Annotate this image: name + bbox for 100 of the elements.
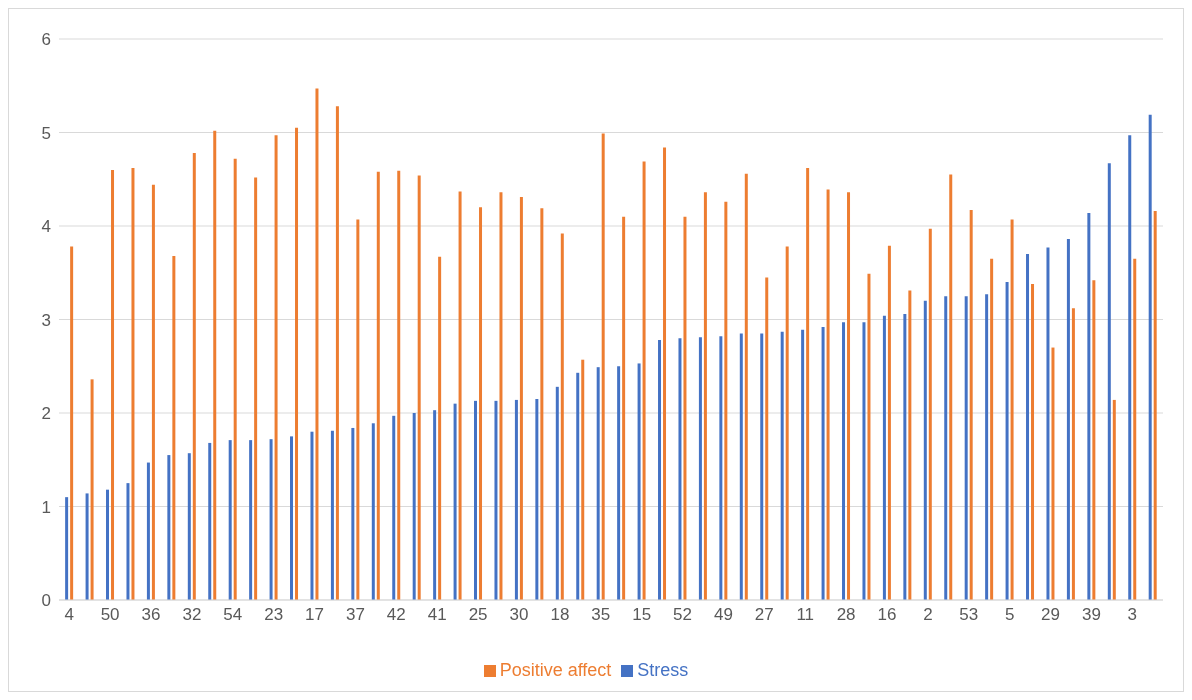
x-tick-label: 28 <box>836 605 856 625</box>
y-tick-label: 0 <box>41 591 51 611</box>
bar <box>637 363 641 600</box>
bar <box>1010 219 1014 600</box>
bar <box>985 294 989 600</box>
bar <box>842 322 846 600</box>
bar <box>882 315 886 600</box>
bar <box>908 290 912 600</box>
bar <box>887 245 891 600</box>
bar <box>494 400 498 600</box>
x-tick-label: 16 <box>877 605 897 625</box>
bar <box>801 329 805 600</box>
bar <box>703 192 707 600</box>
bar <box>1031 283 1035 600</box>
bar <box>617 366 621 600</box>
bar <box>65 497 69 600</box>
bar <box>658 340 662 600</box>
bar <box>392 415 396 600</box>
x-tick-label: 17 <box>305 605 325 625</box>
bar <box>780 331 784 600</box>
x-tick-label: 27 <box>754 605 774 625</box>
x-tick-label: 42 <box>386 605 406 625</box>
bar <box>167 455 171 600</box>
bar <box>1107 163 1111 600</box>
x-tick-label: 35 <box>591 605 611 625</box>
bar <box>453 403 457 600</box>
bar <box>1066 239 1070 600</box>
bar <box>678 338 682 600</box>
bar <box>622 216 626 600</box>
bar <box>821 326 825 600</box>
bar <box>474 400 478 600</box>
bar <box>106 489 110 600</box>
bar <box>330 430 334 600</box>
bar <box>151 184 155 600</box>
bar <box>228 440 232 600</box>
bar <box>146 462 150 600</box>
bar <box>581 359 585 600</box>
bar <box>85 493 89 600</box>
bar <box>458 191 462 600</box>
bar <box>535 398 539 600</box>
bar <box>944 296 948 600</box>
bar <box>519 197 523 600</box>
bar <box>351 427 355 600</box>
bar <box>576 372 580 600</box>
bar <box>499 192 503 600</box>
bar <box>131 168 135 600</box>
bar <box>249 440 253 600</box>
bar <box>111 169 115 600</box>
x-tick-label: 54 <box>223 605 243 625</box>
bar <box>213 130 217 600</box>
x-tick-label: 30 <box>509 605 529 625</box>
bar <box>765 277 769 600</box>
x-tick-label: 50 <box>100 605 120 625</box>
bar <box>1128 135 1132 600</box>
bar <box>315 88 319 600</box>
bar <box>560 233 564 600</box>
bar <box>760 333 764 600</box>
y-tick-label: 2 <box>41 404 51 424</box>
bar <box>1148 114 1152 600</box>
x-tick-label: 2 <box>923 605 933 625</box>
bar <box>1005 282 1009 600</box>
bar <box>1026 254 1030 600</box>
bar <box>949 174 953 600</box>
bar <box>126 483 130 600</box>
y-tick-label: 4 <box>41 217 51 237</box>
bar <box>964 296 968 600</box>
bar <box>90 379 94 600</box>
bar <box>990 258 994 600</box>
bar <box>1071 308 1075 600</box>
x-tick-label: 41 <box>427 605 447 625</box>
bar <box>479 207 483 600</box>
bar <box>290 436 294 600</box>
bar <box>698 337 702 600</box>
bar <box>417 175 421 600</box>
bar <box>724 201 728 600</box>
x-tick-label: 53 <box>959 605 979 625</box>
bar <box>397 170 401 600</box>
x-tick-label: 37 <box>345 605 365 625</box>
x-tick-label: 3 <box>1127 605 1138 625</box>
x-tick-label: 5 <box>1004 605 1015 625</box>
bar <box>1087 212 1091 600</box>
bar <box>412 413 416 600</box>
bar <box>335 106 339 600</box>
bar <box>187 453 191 600</box>
bar <box>785 246 789 600</box>
bar <box>847 192 851 600</box>
bar <box>1092 280 1096 600</box>
bar <box>438 256 442 600</box>
bar <box>1153 211 1157 600</box>
x-tick-label: 52 <box>673 605 693 625</box>
bar <box>274 135 278 600</box>
y-tick-label: 5 <box>41 123 51 143</box>
bar <box>208 442 212 600</box>
bar <box>433 410 437 600</box>
bar <box>806 168 810 600</box>
bar <box>867 273 871 600</box>
bar <box>719 336 723 600</box>
bar <box>376 171 380 600</box>
bar <box>555 386 559 600</box>
bar <box>310 431 314 600</box>
